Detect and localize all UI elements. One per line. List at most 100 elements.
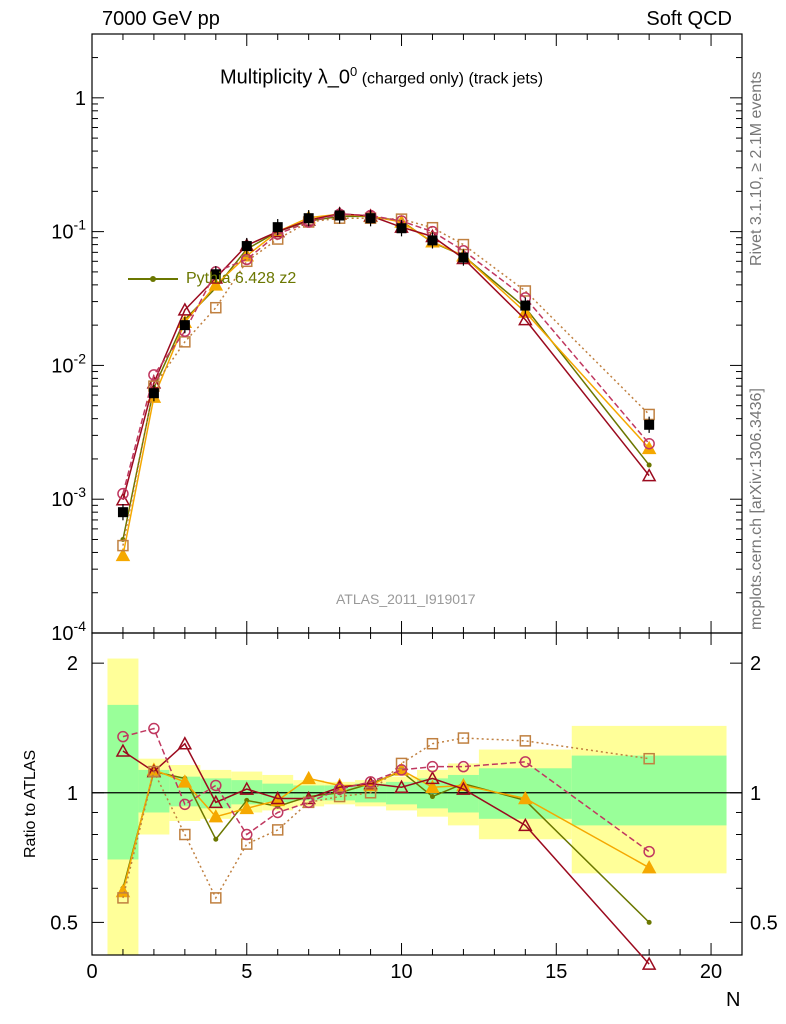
ratio-point bbox=[426, 737, 439, 750]
ratio-series bbox=[115, 736, 657, 970]
ratio-y-axis-label: Ratio to ATLAS bbox=[22, 749, 39, 858]
header-energy: 7000 GeV pp bbox=[102, 8, 220, 30]
data-point bbox=[396, 223, 407, 234]
ratio-point bbox=[646, 919, 652, 925]
series-line bbox=[122, 215, 650, 540]
data-point bbox=[641, 468, 657, 482]
ratio-series-line bbox=[122, 768, 650, 892]
data-point bbox=[427, 235, 438, 246]
data-point bbox=[117, 539, 129, 552]
ratio-point bbox=[519, 735, 532, 747]
ratio-point bbox=[241, 838, 253, 850]
ratio-point bbox=[426, 760, 439, 773]
data-point bbox=[117, 507, 128, 518]
ratio-point bbox=[241, 828, 253, 841]
ratio-point bbox=[519, 756, 532, 768]
data-point bbox=[177, 302, 193, 316]
ratio-point bbox=[395, 757, 408, 770]
ratio-y-tick-label-right: 0.5 bbox=[750, 912, 778, 934]
ratio-series bbox=[117, 732, 655, 904]
ratio-point bbox=[210, 892, 222, 904]
main-series bbox=[117, 212, 655, 552]
ratio-point bbox=[394, 779, 409, 793]
title-main: Multiplicity λ_0 bbox=[220, 66, 351, 89]
data-point bbox=[518, 312, 533, 326]
ratio-point bbox=[213, 836, 219, 842]
x-tick-label: 20 bbox=[700, 961, 722, 983]
ratio-point bbox=[333, 790, 346, 803]
data-point bbox=[519, 285, 532, 297]
data-point bbox=[210, 269, 221, 280]
data-point bbox=[117, 487, 129, 500]
ratio-point bbox=[364, 787, 377, 799]
data-point bbox=[148, 388, 159, 399]
data-point bbox=[334, 210, 345, 221]
x-tick-label: 10 bbox=[390, 961, 412, 983]
ratio-y-tick-label: 2 bbox=[67, 653, 78, 675]
series-line bbox=[122, 213, 650, 500]
ratio-point bbox=[115, 743, 131, 757]
ratio-point bbox=[518, 790, 533, 805]
ratio-y-tick-label-right: 1 bbox=[750, 783, 761, 805]
data-series bbox=[117, 207, 655, 521]
ratio-point bbox=[271, 806, 284, 819]
ratio-point bbox=[363, 776, 378, 790]
ratio-y-tick-label-right: 2 bbox=[750, 653, 761, 675]
data-point bbox=[241, 253, 253, 266]
ratio-y-tick-label: 0.5 bbox=[50, 912, 78, 934]
ratio-point bbox=[643, 752, 655, 765]
ratio-point bbox=[643, 845, 655, 858]
x-tick-label: 15 bbox=[545, 961, 567, 983]
ratio-point bbox=[208, 794, 224, 809]
ratio-point bbox=[177, 774, 193, 788]
analysis-id: ATLAS_2011_I919017 bbox=[336, 591, 476, 607]
ratio-point bbox=[244, 797, 250, 803]
ratio-plot-frame bbox=[91, 632, 743, 956]
ratio-point bbox=[271, 824, 284, 836]
y-tick-label: 10-4 bbox=[51, 618, 86, 645]
ratio-series-line bbox=[122, 742, 650, 965]
ratio-point bbox=[117, 892, 129, 904]
data-point bbox=[272, 222, 283, 233]
ratio-point bbox=[429, 794, 435, 800]
ratio-point bbox=[270, 792, 285, 807]
y-tick-label: 1 bbox=[75, 88, 86, 110]
x-axis-label: N bbox=[726, 989, 741, 1011]
series-line bbox=[122, 213, 650, 556]
ratio-point bbox=[302, 796, 315, 809]
x-tick-label: 0 bbox=[86, 961, 97, 983]
data-point bbox=[210, 301, 222, 314]
ratio-point bbox=[177, 736, 193, 750]
data-point bbox=[148, 369, 160, 381]
ratio-point bbox=[457, 732, 470, 744]
title-superscript: 0 bbox=[350, 64, 358, 79]
mcplots-label: mcplots.cern.ch [arXiv:1306.3436] bbox=[748, 388, 765, 630]
legend-label: Pythia 6.428 z2 bbox=[186, 270, 297, 287]
main-series bbox=[115, 206, 657, 562]
data-point bbox=[115, 547, 131, 562]
legend-swatch bbox=[128, 276, 178, 282]
chart-title: Multiplicity λ_00 (charged only) (track … bbox=[220, 64, 543, 90]
ratio-point bbox=[239, 781, 255, 795]
ratio-point bbox=[148, 722, 160, 735]
main-series bbox=[117, 208, 655, 500]
ratio-y-tick-label: 1 bbox=[67, 783, 78, 805]
ratio-point bbox=[148, 765, 160, 778]
data-point bbox=[208, 277, 224, 291]
data-point bbox=[644, 419, 655, 430]
ratio-point bbox=[210, 779, 222, 792]
ratio-series bbox=[117, 722, 655, 858]
y-tick-label: 10-1 bbox=[51, 217, 86, 244]
rivet-label: Rivet 3.1.10, ≥ 2.1M events bbox=[748, 71, 765, 266]
ratio-point bbox=[301, 770, 316, 785]
data-point bbox=[365, 213, 376, 224]
series-line bbox=[122, 217, 650, 546]
data-point bbox=[520, 300, 531, 311]
ratio-point bbox=[395, 764, 408, 776]
data-point bbox=[303, 213, 314, 224]
ratio-point bbox=[333, 783, 346, 795]
uncertainty-band-inner bbox=[107, 704, 139, 860]
ratio-point bbox=[518, 817, 533, 832]
series-line bbox=[122, 213, 650, 494]
